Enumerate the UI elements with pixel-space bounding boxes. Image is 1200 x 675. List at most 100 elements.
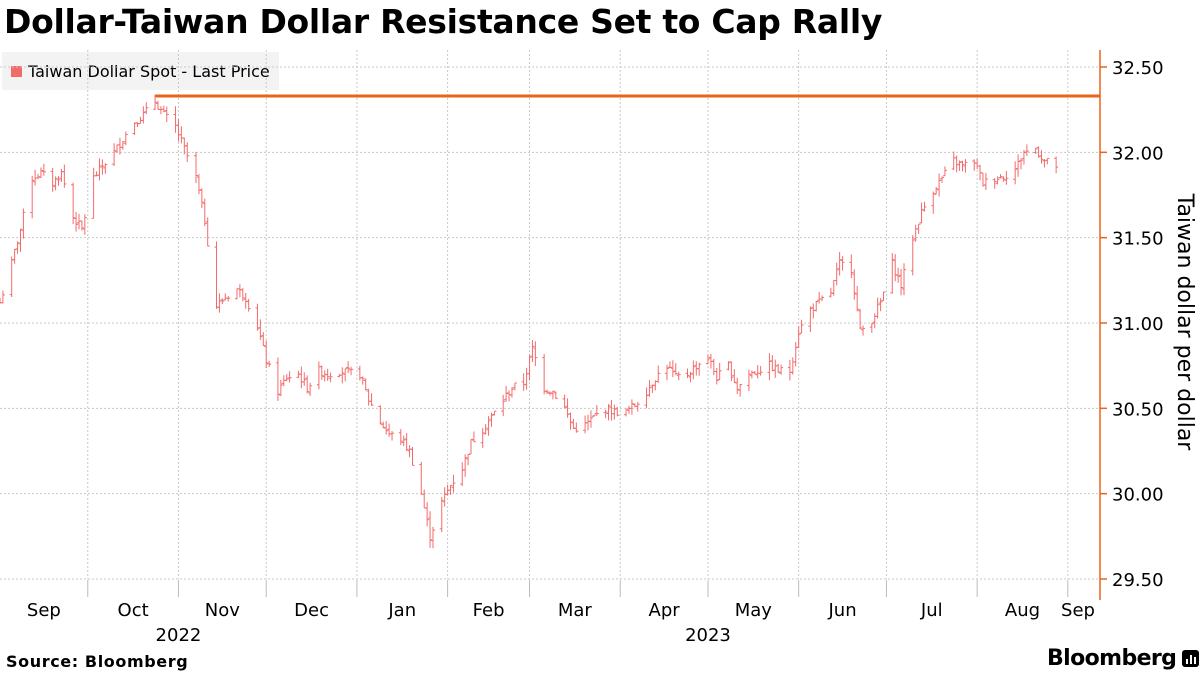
price-bar [439, 497, 444, 533]
price-bar [790, 357, 795, 375]
price-bar [369, 393, 374, 406]
price-bar [302, 372, 307, 386]
price-bar [934, 187, 939, 195]
price-bar [343, 368, 348, 382]
price-bar [185, 142, 190, 163]
price-bar [299, 366, 304, 389]
price-bar [626, 405, 631, 415]
price-bar [574, 422, 579, 433]
price-bar [521, 373, 526, 391]
price-bar [624, 408, 629, 417]
price-bar [141, 106, 146, 124]
price-bar [527, 354, 532, 381]
grid-lines [0, 50, 1100, 580]
price-bar [1024, 144, 1029, 156]
source-note: Source: Bloomberg [6, 652, 189, 671]
price-bar [767, 353, 772, 381]
price-bar [594, 405, 599, 416]
price-bar [691, 360, 696, 380]
price-bar [486, 416, 491, 436]
price-bar [755, 365, 760, 379]
price-bar [963, 159, 968, 173]
price-bar [316, 361, 321, 390]
price-bar [665, 364, 670, 381]
price-bar [738, 384, 743, 397]
x-tick-label: Sep [27, 600, 61, 621]
y-tick-label: 30.50 [1112, 399, 1164, 420]
price-bar [688, 371, 693, 383]
price-bar [234, 288, 239, 300]
price-bar [922, 201, 927, 212]
price-bar [951, 151, 956, 171]
price-bar [861, 325, 866, 336]
price-bar [828, 287, 833, 298]
x-tick-label: Dec [294, 600, 329, 621]
price-bar [995, 176, 1000, 185]
price-bar [793, 342, 798, 367]
price-bar [1019, 158, 1024, 170]
price-bar [1021, 149, 1026, 165]
price-bar [776, 363, 781, 373]
price-bar [451, 474, 456, 493]
price-bar [629, 399, 634, 415]
price-bar [831, 279, 836, 296]
price-bar [916, 223, 921, 234]
price-bar [507, 390, 512, 402]
price-bar [562, 394, 567, 409]
price-bar [255, 303, 260, 331]
x-tick-label: Nov [205, 600, 240, 621]
y-tick-label: 30.00 [1112, 485, 1164, 506]
price-bar [685, 368, 690, 379]
price-bar [287, 371, 292, 383]
price-bar [869, 323, 874, 333]
price-bar [401, 435, 406, 447]
price-bar [548, 391, 552, 396]
price-bar [591, 414, 596, 418]
price-bar [340, 367, 345, 384]
price-bar [878, 298, 883, 312]
price-bar [957, 160, 962, 171]
price-bar [79, 220, 84, 231]
x-tick-label: Apr [649, 600, 681, 621]
price-bar [571, 418, 576, 430]
x-tick-label: Feb [473, 600, 505, 621]
price-bar [284, 374, 289, 382]
price-bar [849, 254, 854, 279]
price-bar [796, 326, 801, 348]
price-bar [899, 269, 904, 296]
price-bar [202, 198, 207, 227]
price-bar [305, 375, 310, 394]
price-bar [504, 385, 509, 402]
price-bar [840, 256, 845, 271]
price-bar [533, 341, 538, 367]
price-bar [74, 211, 79, 232]
price-bar [910, 235, 915, 276]
price-bar [960, 160, 965, 172]
price-bar [1001, 176, 1006, 182]
price-bar [787, 359, 792, 381]
price-bar [240, 288, 245, 302]
price-bar [50, 167, 55, 192]
price-bar [799, 319, 804, 334]
price-bar [404, 433, 409, 452]
price-bar [199, 188, 204, 208]
price-bar [319, 365, 324, 380]
price-bar [852, 269, 857, 300]
price-bar [410, 446, 415, 466]
price-bar [890, 253, 895, 294]
price-bar [56, 176, 61, 186]
price-bar [483, 424, 488, 435]
price-bar [425, 502, 430, 527]
price-bar [1045, 157, 1050, 165]
price-bar [972, 159, 977, 171]
price-bar [360, 376, 365, 385]
price-bar [112, 143, 117, 166]
price-bar [205, 217, 210, 247]
bloomberg-chart-icon [1182, 650, 1200, 667]
price-bar [144, 102, 149, 115]
price-bar [132, 122, 137, 135]
price-bar [30, 175, 35, 219]
x-tick-label: Jan [387, 600, 416, 621]
price-bar [381, 421, 386, 429]
price-bar [667, 361, 672, 369]
